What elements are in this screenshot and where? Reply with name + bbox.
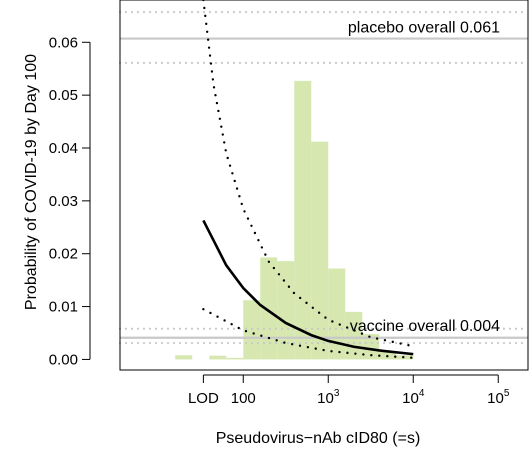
histogram-bar	[277, 261, 295, 360]
x-tick-label: LOD	[188, 390, 219, 407]
risk-curve-lower-ci	[202, 308, 415, 360]
risk-curve	[202, 0, 415, 360]
histogram-bar	[362, 334, 380, 360]
y-tick-label: 0.05	[49, 87, 78, 104]
y-tick-label: 0.03	[49, 193, 78, 210]
histogram-bar	[311, 141, 329, 360]
histogram-bar	[294, 80, 312, 360]
histogram-bar	[396, 355, 414, 360]
x-tick-label: 103	[317, 388, 340, 407]
x-tick-label: 105	[487, 388, 510, 407]
y-tick-label: 0.01	[49, 299, 78, 316]
placebo-label: placebo overall 0.061	[348, 20, 500, 37]
y-tick-label: 0.00	[49, 351, 78, 368]
y-tick-label: 0.02	[49, 246, 78, 263]
risk-curve-upper-ci	[202, 0, 415, 348]
annotations: placebo overall 0.061 vaccine overall 0.0…	[348, 20, 500, 335]
reference-lines	[118, 11, 530, 345]
x-tick-label: 100	[231, 390, 256, 407]
y-tick-label: 0.04	[49, 140, 78, 157]
y-axis: 0.00 0.01 0.02 0.03 0.04 0.05 0.06	[49, 34, 91, 368]
vaccine-label: vaccine overall 0.004	[350, 318, 500, 335]
histogram-bar	[175, 355, 193, 360]
histogram-bar	[328, 268, 346, 360]
histogram-bar	[226, 357, 244, 360]
x-axis: LOD 100 103 104 105	[188, 374, 510, 407]
histogram-bar	[260, 257, 278, 360]
y-tick-label: 0.06	[49, 34, 78, 51]
x-axis-title: Pseudovirus−nAb cID80 (=s)	[216, 430, 421, 447]
risk-curve-line	[202, 219, 414, 356]
x-tick-label: 104	[402, 388, 425, 407]
histogram-bar	[209, 355, 227, 360]
y-axis-title: Probability of COVID-19 by Day 100	[23, 54, 40, 310]
plot-frame	[119, 0, 529, 371]
